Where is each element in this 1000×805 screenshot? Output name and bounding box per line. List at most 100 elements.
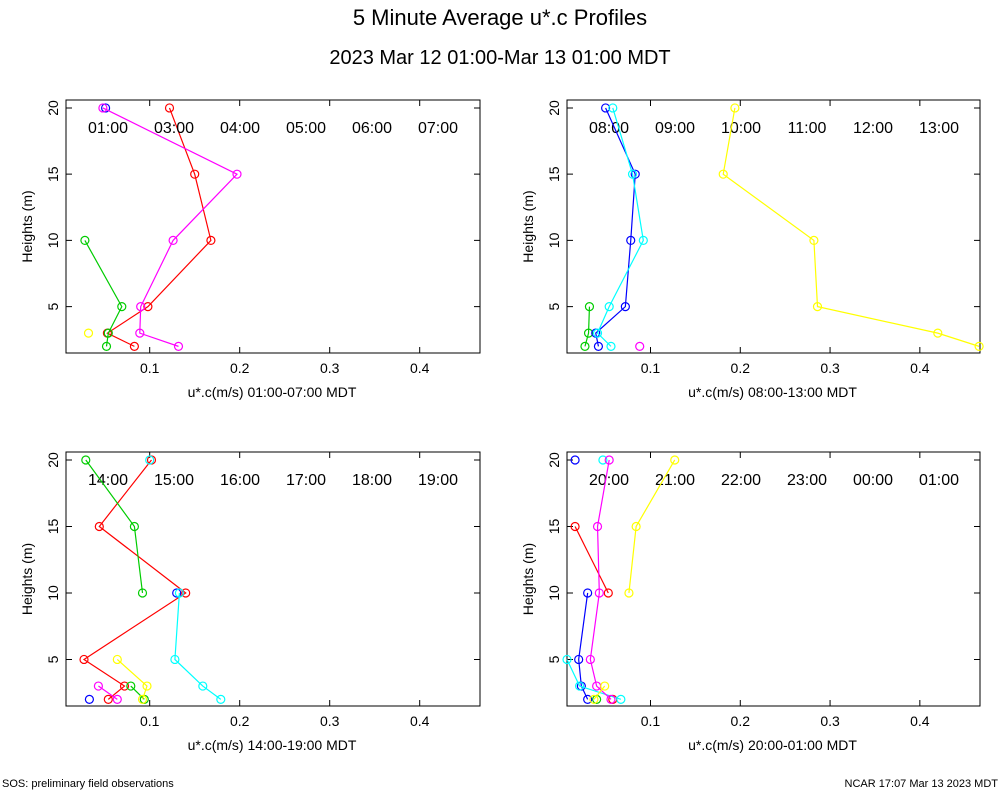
legend-label: 21:00 (655, 472, 695, 489)
profile-line (595, 107, 636, 347)
profile-line (593, 459, 676, 700)
data-point (600, 681, 610, 691)
y-tick-label: 10 (45, 585, 61, 601)
data-point (620, 302, 630, 312)
data-point (206, 235, 216, 246)
x-tick-label: 0.4 (410, 360, 430, 376)
data-point (173, 341, 184, 351)
data-point (129, 521, 139, 532)
data-point (592, 521, 603, 532)
data-point (103, 694, 113, 704)
legend-label: 06:00 (352, 120, 392, 137)
data-point (126, 681, 136, 691)
plot-frame (566, 99, 981, 354)
data-point (589, 694, 599, 704)
data-point (119, 681, 130, 691)
profile-line (566, 659, 622, 700)
data-point (83, 328, 94, 338)
data-point (584, 302, 595, 312)
x-tick-label: 0.1 (140, 713, 160, 729)
y-tick-label: 15 (45, 518, 61, 534)
legend-label: 10:00 (721, 120, 761, 137)
y-axis-label: Heights (m) (520, 190, 536, 262)
data-point (604, 455, 614, 465)
y-tick-label: 20 (45, 452, 61, 468)
y-tick-label: 20 (45, 100, 61, 116)
y-axis-label: Heights (m) (520, 543, 536, 615)
data-point (592, 328, 603, 338)
data-point (137, 588, 148, 598)
x-tick-label: 0.1 (140, 360, 160, 376)
profile-line (85, 459, 145, 700)
data-point (627, 169, 638, 179)
profile-line (116, 659, 148, 700)
y-tick-label: 10 (546, 585, 562, 601)
profile-line (84, 240, 123, 347)
data-point (593, 341, 604, 351)
legend-label: 22:00 (721, 472, 761, 489)
data-point (79, 654, 89, 665)
plot-frame (65, 99, 481, 354)
data-point (638, 235, 648, 246)
x-tick-label: 0.1 (641, 360, 661, 376)
x-axis-label: u*.c(m/s) 08:00-13:00 MDT (688, 384, 857, 400)
y-tick-label: 20 (546, 452, 562, 468)
y-tick-label: 15 (546, 166, 562, 182)
y-tick-label: 15 (45, 166, 61, 182)
data-point (93, 681, 104, 691)
data-point (608, 103, 618, 113)
y-tick-label: 10 (546, 232, 562, 248)
x-tick-label: 0.4 (410, 713, 430, 729)
data-point (574, 681, 585, 691)
data-point (606, 341, 616, 351)
legend-label: 20:00 (589, 472, 629, 489)
data-point (604, 302, 614, 312)
data-point (174, 588, 184, 598)
data-point (670, 455, 680, 465)
data-point (135, 328, 145, 338)
data-point (594, 588, 604, 598)
legend-label: 00:00 (853, 472, 893, 489)
legend-label: 09:00 (655, 120, 695, 137)
legend-label: 18:00 (352, 472, 392, 489)
data-point (216, 694, 226, 704)
legend-label: 16:00 (220, 472, 260, 489)
data-point (583, 328, 594, 338)
legend-label: 13:00 (919, 120, 959, 137)
data-point (136, 302, 146, 312)
legend-label: 17:00 (286, 472, 326, 489)
y-tick-label: 5 (546, 303, 562, 311)
data-point (601, 103, 611, 113)
data-point (631, 521, 641, 532)
data-point (181, 588, 191, 598)
legend-label: 05:00 (286, 120, 326, 137)
data-point (198, 681, 208, 691)
data-point (168, 235, 178, 246)
data-point (603, 588, 613, 598)
legend-label: 08:00 (589, 120, 629, 137)
data-point (190, 169, 200, 179)
data-point (112, 654, 122, 665)
x-tick-label: 0.4 (910, 360, 930, 376)
x-tick-label: 0.2 (230, 360, 250, 376)
x-tick-label: 0.4 (910, 713, 930, 729)
data-point (145, 455, 155, 465)
data-point (616, 694, 626, 704)
page-subtitle: 2023 Mar 12 01:00-Mar 13 01:00 MDT (329, 47, 670, 69)
y-tick-label: 20 (546, 100, 562, 116)
data-point (570, 455, 580, 465)
x-tick-label: 0.3 (320, 713, 340, 729)
data-point (574, 654, 584, 665)
x-tick-label: 0.2 (230, 713, 250, 729)
profile-line (102, 107, 239, 347)
plot-frame (65, 451, 481, 707)
y-tick-label: 5 (45, 303, 61, 311)
data-point (143, 302, 153, 312)
data-point (84, 694, 95, 704)
plot-frame (566, 451, 981, 707)
data-point (630, 169, 640, 179)
y-axis-label: Heights (m) (19, 190, 35, 262)
legend-label: 07:00 (418, 120, 458, 137)
profile-line (174, 592, 222, 700)
